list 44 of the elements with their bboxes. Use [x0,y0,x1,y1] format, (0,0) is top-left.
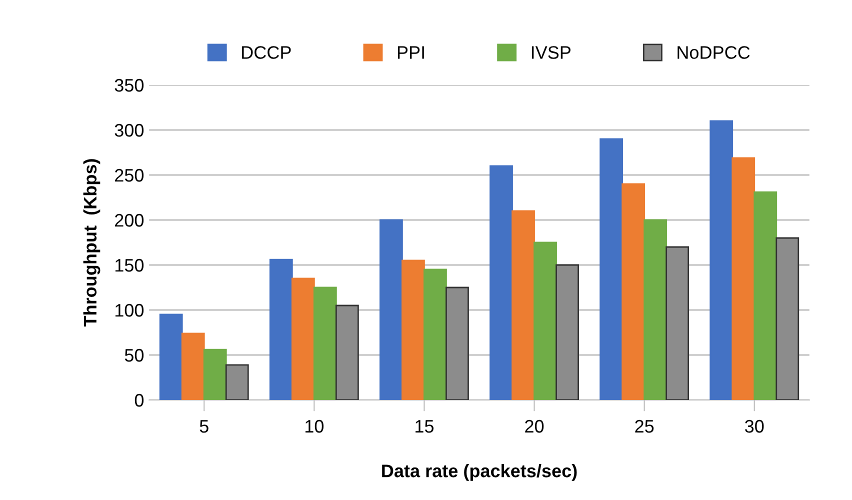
bar [556,264,579,400]
y-tick-label: 50 [124,348,144,362]
bar [446,286,469,400]
bar [269,258,293,400]
x-tick-label: 30 [745,420,764,433]
bar [424,268,447,400]
y-tick-label: 200 [115,214,144,227]
bar [776,237,800,400]
bar [644,219,668,400]
y-axis-title: Throughput (Kbps) [83,159,100,327]
bar [335,304,359,400]
bar [600,138,624,400]
legend-label: DCCP [242,46,291,59]
y-tick-label: 300 [114,124,144,137]
bar [622,183,646,400]
bar [225,364,249,400]
bar [666,246,690,400]
x-axis-title: Data rate (packets/sec) [382,464,577,481]
x-tick-label: 15 [416,420,434,433]
bar [380,219,403,400]
bar [512,210,535,400]
y-tick-label: 250 [115,168,144,182]
legend-label: NoDPCC [678,46,750,59]
y-tick-label: 0 [134,394,144,407]
x-tick-label: 10 [306,420,324,433]
y-tick-label: 100 [115,304,144,317]
bar [313,286,337,400]
bar [490,165,513,400]
bar [732,157,756,400]
bar [181,332,205,400]
bar [291,278,315,400]
y-tick-label: 350 [114,78,144,92]
x-tick-label: 25 [635,420,654,433]
bar [159,314,183,400]
bar [534,242,557,400]
legend-label: IVSP [532,46,570,59]
legend-label: PPI [398,46,424,59]
bar [402,260,425,400]
y-tick-label: 150 [115,258,144,272]
bar [203,348,227,400]
x-tick-label: 5 [200,420,208,433]
x-tick-label: 20 [525,420,544,433]
bar [754,191,778,400]
bar [710,120,734,400]
